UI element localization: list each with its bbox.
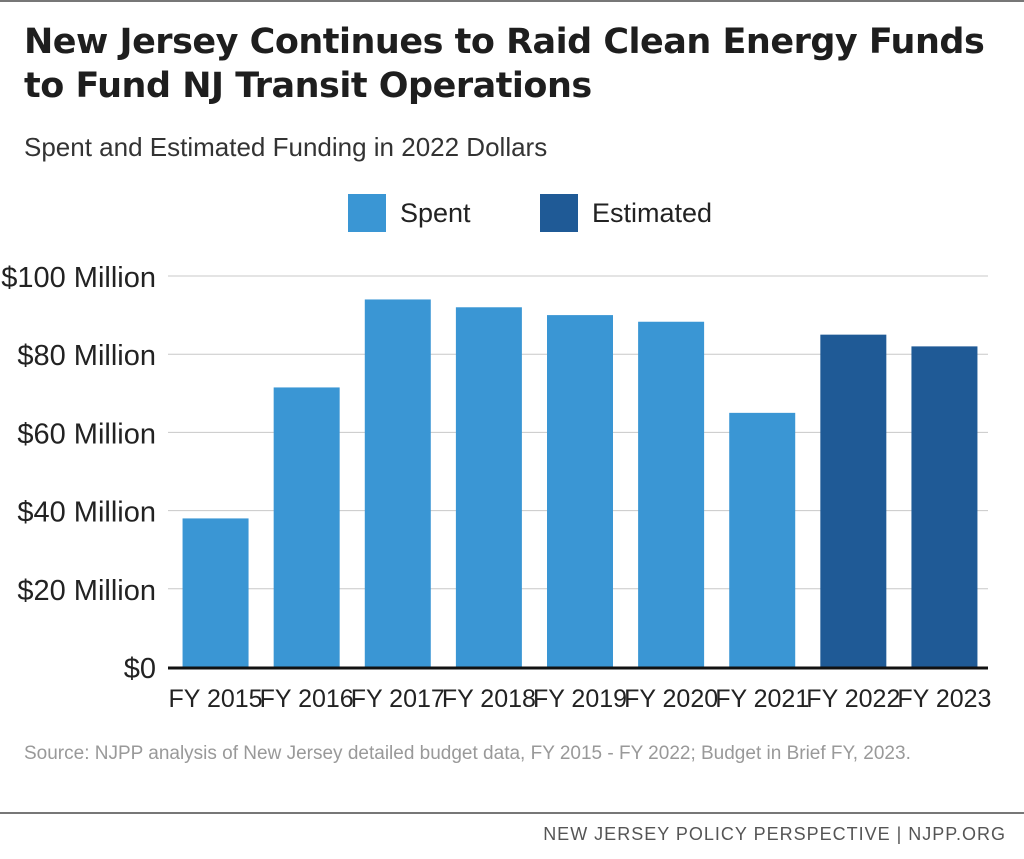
bar-fy-2017: [364, 299, 431, 667]
y-tick-label-100: $100 Million: [1, 262, 156, 294]
bar-fy-2021: [729, 412, 796, 667]
bar-fy-2020: [638, 321, 705, 667]
x-tick-label-fy-2019: FY 2019: [533, 685, 627, 713]
bar-fy-2022: [820, 334, 887, 667]
y-tick-label-80: $80 Million: [17, 340, 156, 372]
bottom-rule: [0, 812, 1024, 814]
source-note: Source: NJPP analysis of New Jersey deta…: [24, 743, 911, 764]
chart-title: New Jersey Continues to Raid Clean Energ…: [24, 22, 985, 106]
y-tick-label-0: $0: [124, 653, 156, 685]
y-tick-label-40: $40 Million: [17, 497, 156, 529]
x-tick-label-fy-2016: FY 2016: [260, 685, 354, 713]
x-tick-label-fy-2021: FY 2021: [715, 685, 809, 713]
legend-swatch-estimated: [540, 194, 578, 232]
chart-subtitle: Spent and Estimated Funding in 2022 Doll…: [24, 132, 548, 162]
bar-chart: $0 $20 Million $40 Million $60 Million $80 M…: [1, 262, 991, 713]
legend-swatch-spent: [348, 194, 386, 232]
bar-fy-2015: [182, 518, 249, 667]
y-tick-label-60: $60 Million: [17, 418, 156, 450]
legend-item-spent: Spent: [348, 194, 471, 232]
legend-label-spent: Spent: [400, 197, 471, 228]
x-tick-label-fy-2020: FY 2020: [624, 685, 718, 713]
x-tick-label-fy-2023: FY 2023: [897, 685, 991, 713]
x-tick-label-fy-2022: FY 2022: [806, 685, 900, 713]
bar-fy-2018: [455, 307, 522, 667]
bar-fy-2019: [547, 315, 613, 667]
bar-fy-2023: [911, 346, 978, 667]
x-tick-label-fy-2015: FY 2015: [169, 685, 263, 713]
y-tick-label-20: $20 Million: [17, 575, 156, 607]
footer-credit: NEW JERSEY POLICY PERSPECTIVE | NJPP.ORG: [543, 824, 1006, 844]
legend-label-estimated: Estimated: [592, 197, 713, 228]
x-tick-label-fy-2017: FY 2017: [351, 685, 445, 713]
legend-item-estimated: Estimated: [540, 194, 712, 232]
x-tick-label-fy-2018: FY 2018: [442, 685, 536, 713]
top-rule: [0, 0, 1024, 2]
bar-fy-2016: [273, 387, 340, 667]
